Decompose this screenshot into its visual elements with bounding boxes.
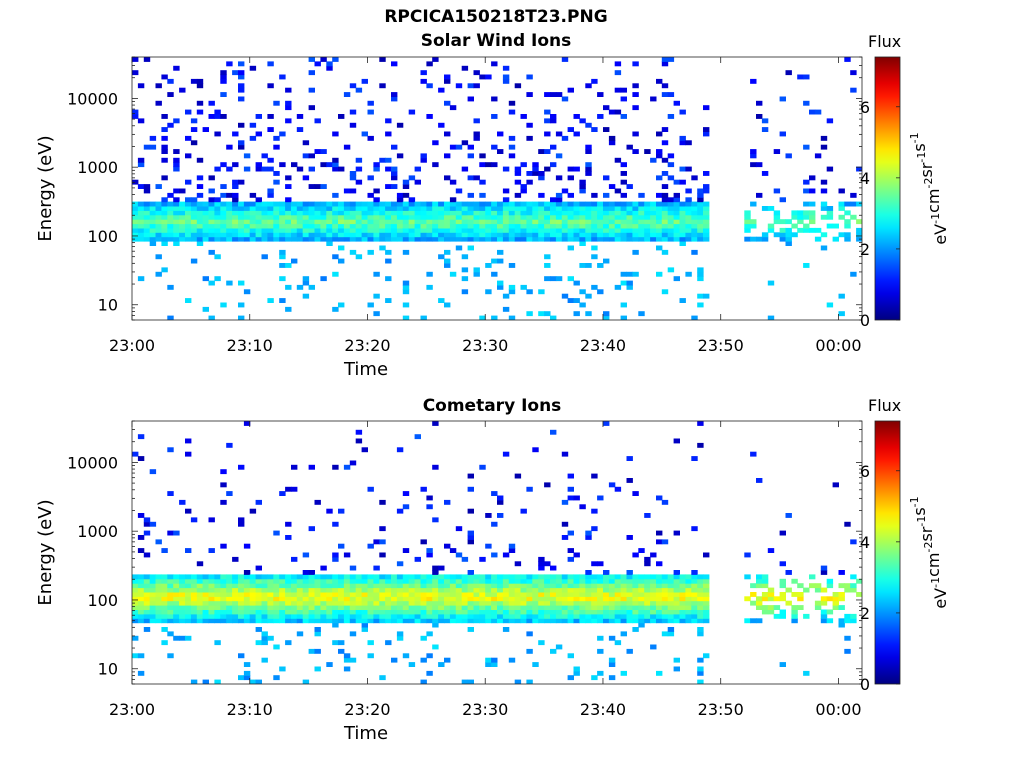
y-tick-label: 10 [98, 660, 118, 679]
x-tick-label: 00:00 [815, 700, 861, 719]
y-tick-label: 100 [87, 227, 118, 246]
colorbar-tick-label: 6 [860, 98, 870, 117]
y-axis-label: Energy (eV) [35, 135, 56, 241]
y-tick-label: 1000 [77, 158, 118, 177]
panel2-title: Cometary Ions [422, 396, 562, 416]
spectrogram-cells [132, 421, 862, 684]
x-tick-label: 23:30 [462, 700, 508, 719]
colorbar: 0 2 4 6 Flux eV-1cm-2sr-1s-1 [860, 32, 950, 330]
colorbar-tick-label: 4 [860, 169, 870, 188]
colorbar-title: Flux [868, 32, 901, 51]
colorbar-tick-label: 0 [860, 675, 870, 694]
spectrogram-cells [132, 57, 862, 320]
y-tick-label: 100 [87, 591, 118, 610]
x-tick-label: 23:40 [580, 336, 626, 355]
x-axis-label: Time [343, 359, 388, 380]
x-tick-label: 23:00 [109, 336, 155, 355]
panel-1-group: 10 100 1000 10000 23:00 23:10 23:20 23:30 23:40 2… [35, 32, 950, 380]
y-tick-label: 1000 [77, 522, 118, 541]
x-tick-label: 23:10 [227, 700, 273, 719]
x-tick-label: 23:00 [109, 700, 155, 719]
figure-title: RPCICA150218T23.PNG [384, 7, 608, 27]
y-tick-label: 10000 [67, 453, 118, 472]
x-tick-label: 00:00 [815, 336, 861, 355]
x-tick-label: 23:30 [462, 336, 508, 355]
x-tick-label: 23:40 [580, 700, 626, 719]
panel1-title: Solar Wind Ions [420, 31, 572, 51]
colorbar-tick-label: 2 [860, 604, 870, 623]
colorbar-title: Flux [868, 396, 901, 415]
colorbar-tick-label: 4 [860, 533, 870, 552]
x-tick-label: 23:10 [227, 336, 273, 355]
colorbar: 0 2 4 6 Flux eV-1cm-2sr-1s-1 [860, 396, 950, 694]
colorbar-tick-label: 2 [860, 240, 870, 259]
colorbar-tick-label: 6 [860, 462, 870, 481]
colorbar-tick-label: 0 [860, 311, 870, 330]
plot-frame [131, 56, 863, 321]
colorbar-unit-label: eV-1cm-2sr-1s-1 [908, 496, 950, 608]
y-tick-label: 10 [98, 296, 118, 315]
panel-2-group: 10 100 1000 10000 23:00 23:10 23:20 23:30 23:40 2… [35, 396, 950, 744]
x-tick-label: 23:20 [344, 336, 390, 355]
x-tick-label: 23:50 [698, 700, 744, 719]
y-tick-label: 10000 [67, 89, 118, 108]
y-axis-label: Energy (eV) [35, 499, 56, 605]
x-tick-label: 23:50 [698, 336, 744, 355]
colorbar-unit-label: eV-1cm-2sr-1s-1 [908, 132, 950, 244]
plot-frame [131, 420, 863, 685]
x-tick-label: 23:20 [344, 700, 390, 719]
x-axis-label: Time [343, 723, 388, 744]
